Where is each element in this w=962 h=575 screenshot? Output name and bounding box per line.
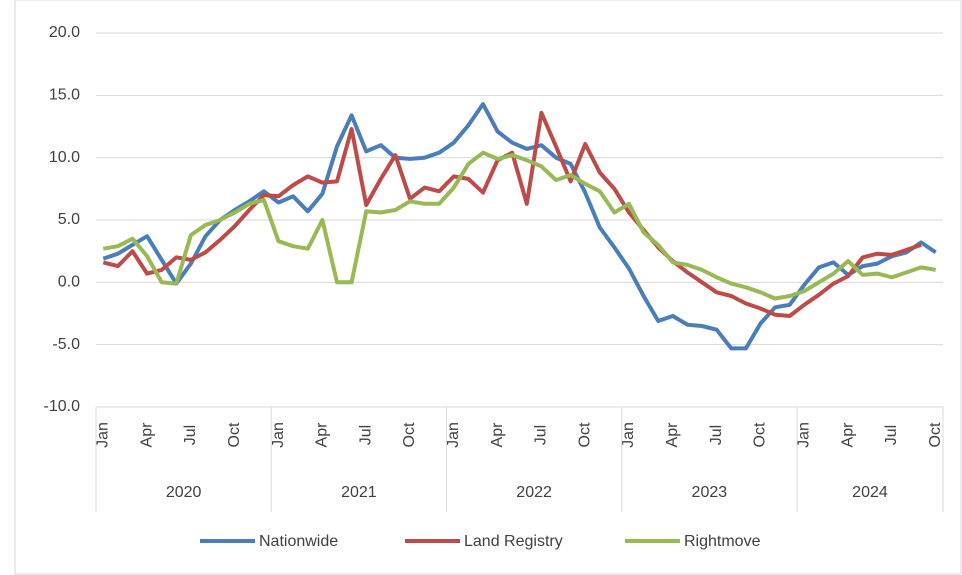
year-label: 2024	[852, 484, 888, 501]
x-tick-label: Apr	[839, 422, 856, 448]
x-tick-label: Jan	[795, 422, 812, 448]
x-tick-label: Oct	[226, 422, 243, 447]
legend-label: Rightmove	[684, 533, 761, 550]
y-tick-label: -5.0	[52, 336, 80, 353]
chart-border	[14, 0, 962, 575]
x-tick-label: Oct	[401, 422, 418, 447]
year-label: 2021	[341, 484, 377, 501]
x-tick-label: Jul	[533, 425, 550, 445]
x-tick-label: Jul	[708, 425, 725, 445]
x-tick-label: Apr	[138, 422, 155, 448]
x-tick-label: Jul	[182, 425, 199, 445]
x-tick-label: Jan	[445, 422, 462, 448]
x-tick-label: Jul	[883, 425, 900, 445]
series-line	[102, 110, 922, 318]
x-tick-label: Apr	[314, 422, 331, 448]
year-label: 2023	[692, 484, 728, 501]
y-tick-label: 10.0	[49, 149, 80, 166]
x-tick-label: Apr	[664, 422, 681, 448]
y-tick-label: 5.0	[58, 211, 80, 228]
x-tick-label: Jan	[95, 422, 112, 448]
x-tick-label: Oct	[576, 422, 593, 447]
legend-label: Land Registry	[464, 533, 563, 550]
y-tick-label: 15.0	[49, 87, 80, 104]
x-tick-label: Jan	[620, 422, 637, 448]
legend-label: Nationwide	[259, 533, 338, 550]
x-tick-label: Jul	[357, 425, 374, 445]
x-tick-label: Apr	[489, 422, 506, 448]
x-tick-label: Oct	[927, 422, 944, 447]
y-tick-label: 0.0	[58, 274, 80, 291]
y-tick-label: 20.0	[49, 24, 80, 41]
series-line	[102, 150, 937, 301]
x-tick-label: Jan	[270, 422, 287, 448]
year-label: 2022	[516, 484, 552, 501]
year-label: 2020	[166, 484, 202, 501]
y-tick-label: -10.0	[44, 398, 81, 415]
x-tick-label: Oct	[752, 422, 769, 447]
